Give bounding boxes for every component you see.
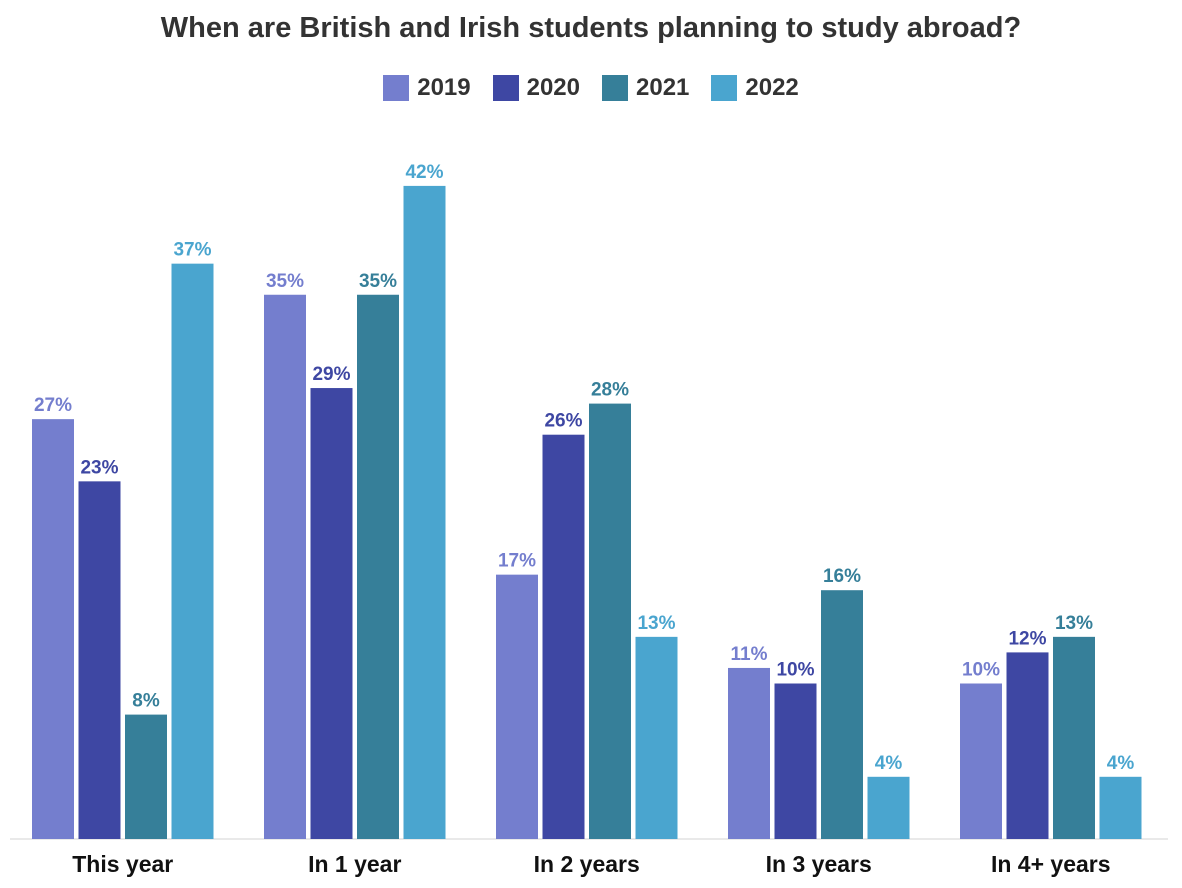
bar-2019-5 (960, 683, 1002, 839)
bar-2021-3 (589, 403, 631, 839)
data-label-2020-4: 10% (776, 660, 814, 681)
category-label-4: In 3 years (766, 851, 872, 877)
data-label-2021-5: 13% (1055, 613, 1093, 634)
data-label-2022-3: 13% (637, 613, 675, 634)
data-label-2022-1: 37% (173, 240, 211, 261)
data-label-2022-4: 4% (875, 753, 903, 774)
legend-swatch-2019 (383, 75, 410, 101)
data-label-2019-5: 10% (962, 660, 1000, 681)
bar-2020-2 (310, 388, 353, 839)
legend-swatch-2021 (602, 75, 628, 101)
data-label-2021-4: 16% (823, 566, 861, 587)
data-label-2020-2: 29% (312, 364, 350, 385)
data-label-2022-2: 42% (405, 162, 443, 183)
bar-2021-2 (357, 294, 399, 839)
data-label-2020-1: 23% (80, 457, 118, 478)
bar-2022-4 (867, 776, 910, 839)
bar-2021-5 (1053, 636, 1095, 839)
bar-2022-1 (171, 263, 214, 839)
category-label-2: In 1 year (308, 851, 401, 877)
data-label-2021-1: 8% (132, 691, 160, 712)
data-label-2019-3: 17% (498, 551, 536, 572)
bar-2021-4 (821, 590, 863, 839)
labels-layer: 27% 23% 8% 37% 35% 29% 35% 42% 17% 26% 28% 13% 11% 10… (34, 162, 1134, 774)
data-label-2019-2: 35% (266, 271, 304, 292)
legend: 2019 2020 2021 2022 (0, 74, 1182, 102)
bar-2022-2 (403, 185, 446, 839)
category-label-1: This year (72, 851, 173, 877)
bar-2020-3 (542, 434, 585, 839)
data-label-2019-4: 11% (731, 644, 768, 665)
bar-2019-4 (728, 667, 770, 839)
legend-item-2022: 2022 (711, 74, 799, 102)
data-label-2020-5: 12% (1008, 628, 1046, 649)
legend-item-2021: 2021 (602, 74, 689, 102)
bar-2022-5 (1099, 776, 1142, 839)
data-label-2021-2: 35% (359, 271, 397, 292)
legend-label-2021: 2021 (636, 74, 690, 101)
bar-2021-1 (125, 714, 167, 839)
chart-title: When are British and Irish students plan… (160, 12, 1022, 44)
legend-swatch-2020 (492, 75, 519, 101)
category-label-3: In 2 years (534, 851, 640, 877)
legend-swatch-2022 (711, 75, 738, 101)
legend-item-2020: 2020 (492, 74, 580, 102)
data-label-2021-3: 28% (591, 380, 629, 401)
bars-layer (32, 185, 1142, 839)
legend-label-2019: 2019 (417, 74, 471, 101)
legend-item-2019: 2019 (383, 74, 471, 102)
data-label-2019-1: 27% (34, 395, 72, 416)
legend-label-2020: 2020 (526, 74, 580, 101)
bar-2020-5 (1006, 652, 1049, 839)
category-label-5: In 4+ years (991, 851, 1111, 877)
bar-2019-3 (496, 574, 538, 839)
legend-label-2022: 2022 (745, 74, 799, 101)
bar-2020-4 (774, 683, 817, 839)
bar-2019-2 (264, 294, 306, 839)
data-label-2020-3: 26% (544, 411, 582, 432)
bar-2019-1 (32, 419, 74, 839)
bar-2020-1 (78, 481, 121, 839)
category-labels: This year In 1 year In 2 years In 3 years In… (72, 851, 1110, 877)
data-label-2022-5: 4% (1107, 753, 1135, 774)
bar-2022-3 (635, 636, 678, 839)
